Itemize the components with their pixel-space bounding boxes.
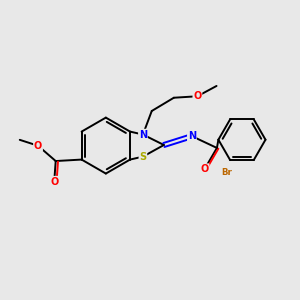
Text: N: N	[188, 131, 196, 141]
Text: O: O	[193, 91, 202, 101]
Text: S: S	[140, 152, 146, 162]
Text: N: N	[139, 130, 147, 140]
Text: O: O	[200, 164, 209, 174]
Text: O: O	[34, 141, 42, 151]
Text: O: O	[50, 177, 58, 187]
Text: Br: Br	[221, 168, 232, 177]
